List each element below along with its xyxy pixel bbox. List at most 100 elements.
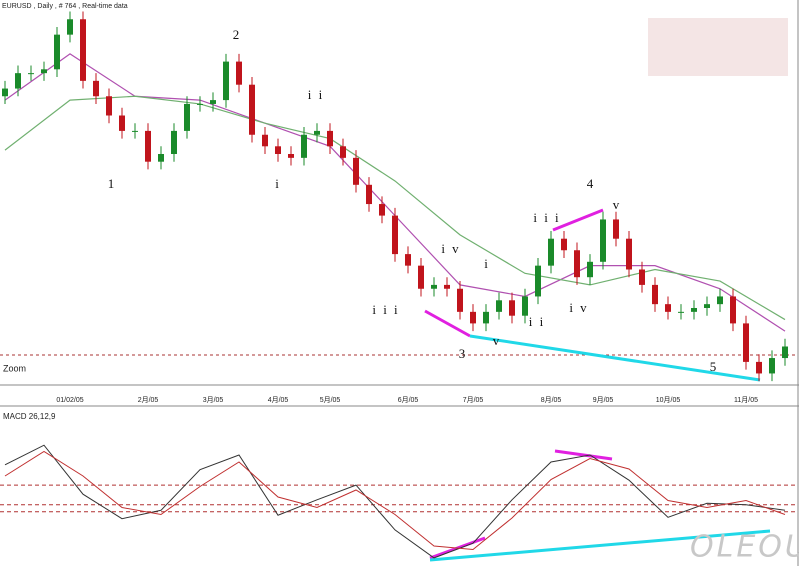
candle-body bbox=[769, 358, 775, 374]
candle-body bbox=[561, 238, 567, 251]
wave-label: 1 bbox=[108, 176, 117, 191]
candle-body bbox=[431, 284, 437, 289]
candle-body bbox=[210, 100, 216, 104]
macd-title: MACD 26,12,9 bbox=[3, 412, 56, 421]
candle-body bbox=[483, 311, 489, 324]
divergence-line bbox=[424, 309, 471, 338]
x-tick-label: 2月/05 bbox=[138, 396, 159, 404]
candle-body bbox=[275, 146, 281, 154]
candle-body bbox=[717, 296, 723, 305]
candle-body bbox=[288, 154, 294, 158]
candle-body bbox=[639, 269, 645, 285]
candle-body bbox=[340, 146, 346, 158]
candle-body bbox=[535, 265, 541, 297]
candle-body bbox=[600, 219, 606, 262]
candle-body bbox=[301, 134, 307, 158]
x-tick-label: 7月/05 bbox=[463, 396, 484, 404]
x-tick-label: 4月/05 bbox=[268, 396, 289, 404]
candle-body bbox=[236, 61, 242, 85]
candle-body bbox=[457, 288, 463, 312]
candle-body bbox=[548, 238, 554, 266]
candle-body bbox=[80, 19, 86, 81]
zoom-label: Zoom bbox=[3, 363, 26, 373]
wave-label: i i bbox=[308, 87, 324, 102]
candle-body bbox=[353, 157, 359, 185]
divergence-line bbox=[554, 449, 613, 461]
candle-body bbox=[379, 204, 385, 216]
wave-label: 5 bbox=[710, 359, 719, 374]
candle-body bbox=[67, 19, 73, 35]
x-tick-label: 11月/05 bbox=[734, 396, 758, 404]
candle-body bbox=[587, 261, 593, 278]
candle-body bbox=[15, 73, 21, 89]
candle-body bbox=[366, 184, 372, 205]
candle-body bbox=[691, 308, 697, 312]
candle-body bbox=[93, 80, 99, 97]
wave-label: 3 bbox=[459, 346, 468, 361]
candle-body bbox=[262, 134, 268, 147]
candle-body bbox=[613, 219, 619, 239]
macd-line bbox=[4, 444, 786, 559]
candle-body bbox=[405, 254, 411, 266]
candle-body bbox=[197, 103, 203, 105]
macd-line bbox=[4, 450, 786, 551]
x-tick-label: 3月/05 bbox=[203, 396, 224, 404]
x-tick-label: 8月/05 bbox=[541, 396, 562, 404]
x-tick-label: 5月/05 bbox=[320, 396, 341, 404]
wave-label: 4 bbox=[587, 176, 596, 191]
wave-label: i v bbox=[569, 300, 588, 315]
candle-body bbox=[665, 304, 671, 312]
wave-label: i v bbox=[441, 241, 460, 256]
candle-body bbox=[782, 346, 788, 359]
candle-body bbox=[158, 154, 164, 162]
x-tick-label: 6月/05 bbox=[398, 396, 419, 404]
candle-body bbox=[184, 103, 190, 131]
blurred-box bbox=[648, 18, 788, 76]
wave-label: i i bbox=[529, 314, 545, 329]
candle-body bbox=[327, 130, 333, 147]
candle-body bbox=[574, 250, 580, 278]
wave-label: i i i bbox=[372, 302, 399, 317]
candle-body bbox=[132, 130, 138, 132]
x-tick-label: 10月/05 bbox=[656, 396, 681, 404]
candle-body bbox=[704, 304, 710, 308]
candle-body bbox=[119, 115, 125, 131]
candle-body bbox=[249, 84, 255, 135]
candle-body bbox=[756, 361, 762, 374]
candle-body bbox=[106, 96, 112, 116]
candle-body bbox=[678, 311, 684, 313]
candle-body bbox=[509, 300, 515, 316]
wave-label: i i i bbox=[533, 210, 560, 225]
wave-label: v bbox=[613, 197, 622, 212]
candle-body bbox=[41, 69, 47, 74]
candle-body bbox=[171, 130, 177, 154]
candle-body bbox=[743, 323, 749, 362]
candle-body bbox=[28, 73, 34, 75]
candle-body bbox=[314, 130, 320, 135]
candle-body bbox=[496, 300, 502, 312]
wave-label: i bbox=[484, 256, 490, 271]
chart-title: EURUSD , Daily , # 764 , Real-time data bbox=[2, 3, 128, 10]
wave-label: v bbox=[493, 333, 502, 348]
moving-average bbox=[4, 95, 786, 321]
candle-body bbox=[392, 215, 398, 255]
wave-label: 2 bbox=[233, 27, 242, 42]
candle-body bbox=[145, 130, 151, 162]
watermark: OLEOU bbox=[690, 530, 799, 565]
candle-body bbox=[652, 284, 658, 305]
candle-body bbox=[54, 34, 60, 70]
candle-body bbox=[418, 265, 424, 289]
wave-label: i bbox=[275, 176, 281, 191]
divergence-line bbox=[429, 529, 771, 562]
x-tick-label: 9月/05 bbox=[593, 396, 614, 404]
candle-body bbox=[2, 88, 8, 97]
candle-body bbox=[470, 311, 476, 324]
candle-body bbox=[522, 296, 528, 316]
x-tick-label: 01/02/05 bbox=[56, 397, 83, 404]
divergence-line bbox=[552, 208, 604, 232]
candle-body bbox=[444, 284, 450, 289]
candle-body bbox=[730, 296, 736, 324]
candle-body bbox=[223, 61, 229, 101]
